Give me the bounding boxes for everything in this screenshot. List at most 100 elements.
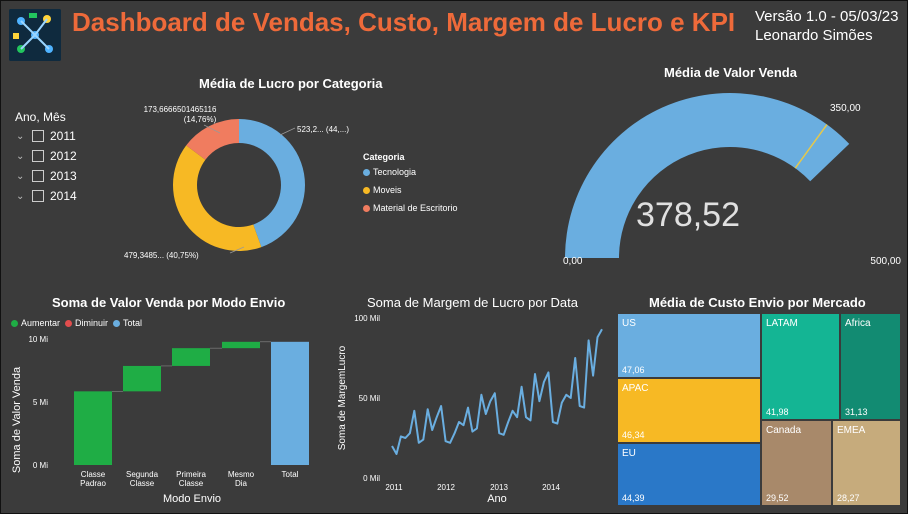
donut-chart[interactable]: 173,6666501465116 (14,76%) 523,2... (44,… [120, 95, 360, 265]
gauge-value: 378,52 [636, 196, 740, 234]
waterfall-legend: Aumentar Diminuir Total [11, 318, 142, 328]
legend-label: Total [123, 318, 143, 328]
slicer-item-2011[interactable]: ⌄ 2011 [16, 128, 76, 144]
donut-segment-1[interactable] [172, 145, 262, 251]
treemap-cell-us[interactable]: US 47,06 [617, 313, 761, 378]
slicer-item-label: 2013 [50, 169, 77, 183]
gauge-min-label: 0,00 [563, 256, 583, 267]
treemap-cell-apac[interactable]: APAC 46,34 [617, 378, 761, 443]
legend-dot [363, 204, 370, 212]
version-label: Versão 1.0 - 05/03/23 [755, 8, 899, 25]
treemap-cell-latam[interactable]: LATAM 41,98 [761, 313, 840, 420]
treemap-title: Média de Custo Envio por Mercado [649, 295, 866, 310]
treemap-cell-emea[interactable]: EMEA 28,27 [832, 420, 901, 506]
line-series[interactable] [391, 328, 603, 455]
gauge-fill [565, 93, 850, 258]
legend-item-tecnologia[interactable]: Tecnologia [363, 167, 416, 177]
checkbox[interactable] [32, 190, 44, 202]
donut-label-moveis: 479,3485... (40,75%) [124, 251, 199, 260]
treemap-cell-value: 47,06 [622, 365, 645, 375]
waterfall-chart[interactable]: Soma de Valor Venda Modo Envio 0 Mi 5 Mi… [0, 330, 330, 510]
legend-dot [11, 319, 18, 327]
waterfall-ytick-10: 10 Mi [28, 335, 48, 344]
treemap-cell-name: EMEA [837, 425, 866, 436]
gauge-title: Média de Valor Venda [664, 65, 797, 80]
donut-segment-2[interactable] [186, 119, 239, 160]
line-title: Soma de Margem de Lucro por Data [367, 295, 578, 310]
gauge-target-label: 350,00 [830, 103, 861, 114]
treemap-cell-value: 44,39 [622, 493, 645, 503]
line-xtick-2013: 2013 [490, 483, 508, 492]
treemap-cell-canada[interactable]: Canada 29,52 [761, 420, 832, 506]
waterfall-ylabel: Soma de Valor Venda [11, 366, 23, 473]
donut-title: Média de Lucro por Categoria [199, 76, 383, 91]
treemap-cell-name: Canada [766, 425, 802, 436]
waterfall-xtick: Segunda Classe [126, 470, 159, 488]
legend-dot [113, 319, 121, 327]
line-chart[interactable]: Soma de MargemLucro Ano 0 Mil 50 Mil 100… [330, 310, 610, 510]
legend-item-moveis[interactable]: Moveis [363, 185, 402, 195]
checkbox[interactable] [32, 170, 44, 182]
chevron-down-icon[interactable]: ⌄ [16, 170, 25, 182]
waterfall-bar[interactable] [222, 341, 260, 349]
legend-label: Moveis [373, 185, 402, 195]
line-ytick-0: 0 Mil [363, 474, 380, 483]
waterfall-bar[interactable] [172, 348, 210, 366]
checkbox[interactable] [32, 150, 44, 162]
treemap-cell-eu[interactable]: EU 44,39 [617, 443, 761, 506]
legend-item-material[interactable]: Material de Escritorio [363, 203, 458, 213]
waterfall-xtick: Classe Padrao [80, 470, 106, 488]
legend-label: Aumentar [21, 318, 61, 328]
waterfall-xtick: Mesmo Dia [228, 470, 255, 488]
gauge-target-line [794, 124, 828, 169]
waterfall-bar[interactable] [271, 341, 309, 465]
chevron-down-icon[interactable]: ⌄ [16, 130, 25, 142]
donut-label-tecnologia: 523,2... (44,...) [297, 125, 349, 134]
gauge-chart[interactable]: 378,52 0,00 500,00 350,00 [555, 80, 905, 270]
chevron-down-icon[interactable]: ⌄ [16, 190, 25, 202]
legend-dot [65, 319, 73, 327]
legend-label: Diminuir [75, 318, 109, 328]
treemap-cell-value: 46,34 [622, 430, 645, 440]
waterfall-bar[interactable] [74, 391, 112, 465]
waterfall-ytick-5: 5 Mi [33, 398, 48, 407]
author-label: Leonardo Simões [755, 27, 873, 44]
waterfall-title: Soma de Valor Venda por Modo Envio [52, 295, 286, 310]
waterfall-ytick-0: 0 Mi [33, 461, 48, 470]
line-ytick-50: 50 Mil [359, 394, 381, 403]
chevron-down-icon[interactable]: ⌄ [16, 150, 25, 162]
donut-label-material-pct: (14,76%) [184, 115, 217, 124]
slicer-item-label: 2012 [50, 149, 77, 163]
dashboard-title: Dashboard de Vendas, Custo, Margem de Lu… [72, 7, 736, 37]
slicer-item-2012[interactable]: ⌄ 2012 [16, 148, 77, 164]
legend-label: Material de Escritorio [373, 203, 458, 213]
slicer-title: Ano, Mês [15, 110, 66, 124]
treemap-cell-value: 29,52 [766, 493, 789, 503]
treemap-cell-africa[interactable]: Africa 31,13 [840, 313, 901, 420]
line-xlabel: Ano [487, 493, 507, 505]
slicer-item-label: 2014 [50, 189, 77, 203]
gauge-max-label: 500,00 [870, 256, 901, 267]
treemap-cell-name: LATAM [766, 318, 798, 329]
line-xtick-2014: 2014 [542, 483, 560, 492]
waterfall-xlabel: Modo Envio [163, 493, 221, 505]
slicer-item-2014[interactable]: ⌄ 2014 [16, 188, 77, 204]
checkbox[interactable] [32, 130, 44, 142]
line-xtick-2012: 2012 [437, 483, 455, 492]
donut-segment-0[interactable] [239, 119, 305, 248]
donut-label-material-value: 173,6666501465116 [144, 105, 217, 114]
logo [9, 9, 61, 61]
treemap-cell-value: 31,13 [845, 407, 868, 417]
treemap-cell-name: EU [622, 448, 636, 459]
treemap-cell-name: US [622, 318, 636, 329]
slicer-item-label: 2011 [50, 129, 76, 143]
slicer-item-2013[interactable]: ⌄ 2013 [16, 168, 77, 184]
legend-dot [363, 186, 370, 194]
treemap-cell-value: 41,98 [766, 407, 789, 417]
treemap-cell-value: 28,27 [837, 493, 860, 503]
waterfall-bar[interactable] [123, 365, 161, 392]
legend-dot [363, 168, 370, 176]
line-ylabel: Soma de MargemLucro [337, 345, 348, 450]
waterfall-xtick: Total [282, 470, 299, 479]
line-xtick-2011: 2011 [385, 483, 403, 492]
